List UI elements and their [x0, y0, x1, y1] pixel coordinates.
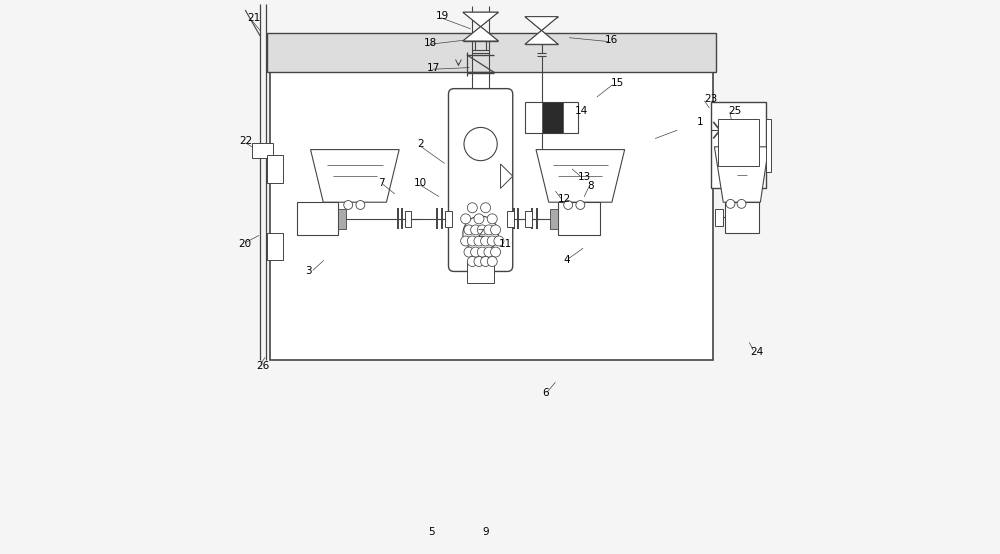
Text: 20: 20: [239, 239, 252, 249]
Circle shape: [481, 203, 491, 213]
Bar: [718, 119, 759, 166]
Circle shape: [484, 225, 494, 235]
Circle shape: [467, 236, 477, 246]
Bar: [338, 209, 346, 229]
Circle shape: [726, 199, 735, 208]
Text: 19: 19: [436, 11, 450, 20]
Bar: [270, 72, 713, 360]
Polygon shape: [525, 30, 558, 44]
Text: 21: 21: [247, 13, 261, 23]
Bar: [405, 211, 411, 227]
Bar: [445, 211, 452, 227]
Circle shape: [477, 225, 487, 235]
Circle shape: [464, 225, 474, 235]
Circle shape: [474, 257, 484, 266]
Circle shape: [491, 247, 501, 257]
Text: 6: 6: [543, 388, 549, 398]
Bar: [550, 209, 558, 229]
Circle shape: [463, 216, 498, 252]
Text: 10: 10: [414, 178, 427, 188]
Bar: [252, 143, 273, 158]
Circle shape: [576, 201, 585, 209]
Bar: [297, 202, 338, 235]
Circle shape: [481, 257, 491, 266]
Circle shape: [474, 236, 484, 246]
Bar: [525, 102, 578, 133]
Circle shape: [467, 257, 477, 266]
Circle shape: [494, 236, 504, 246]
Circle shape: [487, 236, 497, 246]
Circle shape: [471, 225, 481, 235]
Text: 3: 3: [305, 266, 312, 276]
Bar: [725, 202, 759, 233]
Polygon shape: [714, 147, 769, 202]
Circle shape: [481, 236, 491, 246]
Polygon shape: [463, 12, 498, 27]
Text: 2: 2: [417, 139, 424, 149]
Text: 25: 25: [728, 106, 741, 116]
Polygon shape: [501, 164, 513, 188]
Circle shape: [477, 247, 487, 257]
Circle shape: [356, 201, 365, 209]
Bar: [267, 155, 283, 183]
Polygon shape: [525, 17, 558, 30]
Polygon shape: [463, 27, 498, 41]
FancyBboxPatch shape: [448, 89, 513, 271]
Text: 8: 8: [588, 181, 594, 191]
Text: 12: 12: [558, 194, 571, 204]
Circle shape: [464, 247, 474, 257]
Circle shape: [564, 201, 573, 209]
Circle shape: [464, 127, 497, 161]
Circle shape: [344, 201, 353, 209]
Bar: [525, 211, 532, 227]
Text: 4: 4: [564, 255, 570, 265]
Text: 9: 9: [482, 527, 489, 537]
Circle shape: [487, 214, 497, 224]
Polygon shape: [311, 150, 399, 202]
Circle shape: [737, 199, 746, 208]
Bar: [542, 102, 563, 133]
Bar: [267, 33, 716, 72]
Text: 11: 11: [499, 239, 512, 249]
Bar: [715, 209, 723, 226]
Polygon shape: [536, 150, 625, 202]
Bar: [766, 119, 771, 172]
Text: 1: 1: [697, 117, 704, 127]
Text: 16: 16: [605, 35, 619, 45]
Text: 5: 5: [428, 527, 435, 537]
Text: 22: 22: [240, 136, 253, 146]
Text: 13: 13: [578, 172, 591, 182]
Text: 23: 23: [704, 94, 717, 104]
Circle shape: [467, 203, 477, 213]
Text: 26: 26: [256, 361, 269, 371]
Bar: [267, 233, 283, 260]
Circle shape: [484, 247, 494, 257]
Circle shape: [471, 247, 481, 257]
Text: Z: Z: [477, 229, 484, 239]
Text: 15: 15: [611, 78, 624, 88]
Circle shape: [487, 257, 497, 266]
Text: 24: 24: [750, 347, 764, 357]
Text: 18: 18: [424, 38, 437, 48]
Circle shape: [461, 214, 471, 224]
Bar: [467, 261, 494, 283]
Bar: [507, 211, 514, 227]
Bar: [711, 102, 766, 188]
Text: 7: 7: [378, 178, 385, 188]
Circle shape: [491, 225, 501, 235]
Text: 14: 14: [575, 106, 588, 116]
Text: 17: 17: [427, 63, 440, 73]
Circle shape: [461, 236, 471, 246]
Circle shape: [474, 214, 484, 224]
Bar: [558, 202, 600, 235]
